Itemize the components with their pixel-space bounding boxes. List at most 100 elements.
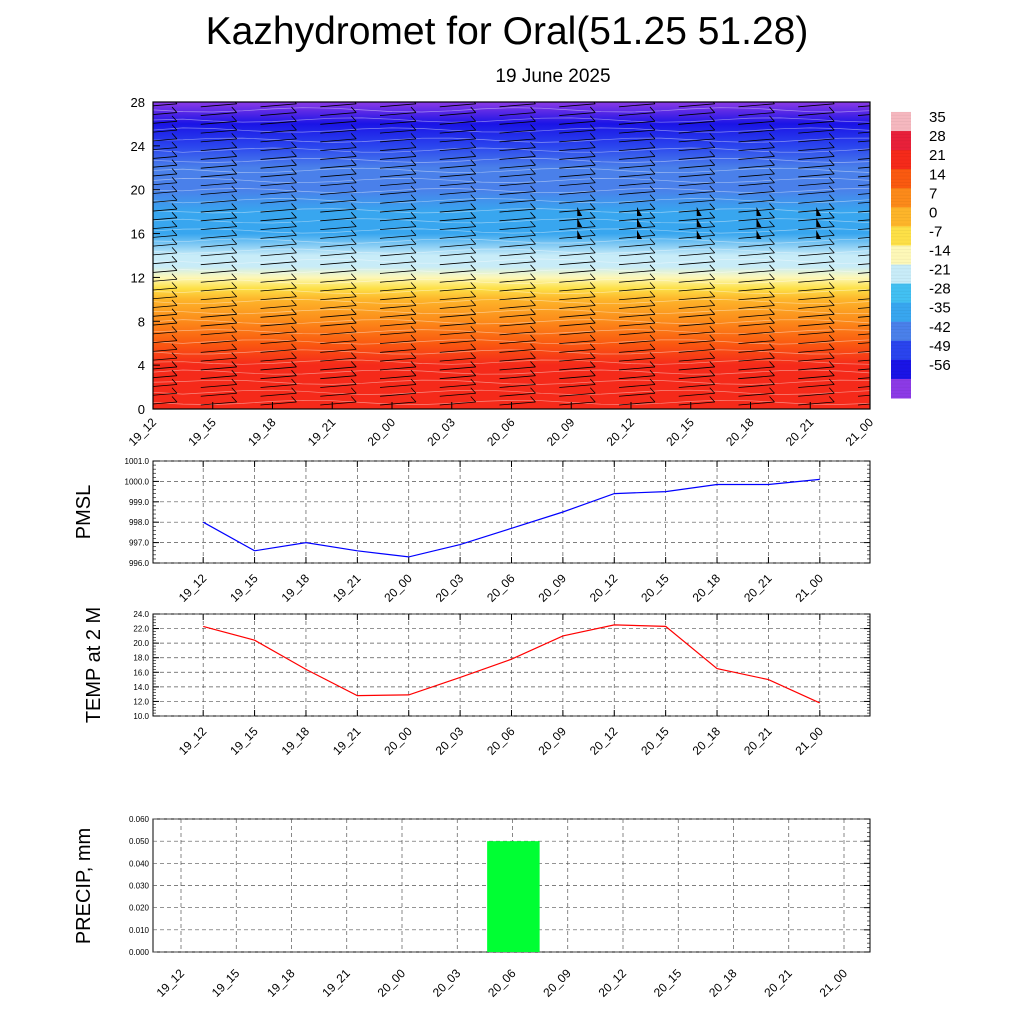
wind-barb — [499, 366, 536, 371]
wind-barb-feather — [530, 159, 536, 166]
wind-barb — [499, 270, 536, 274]
x-tick-label: 20_03 — [433, 724, 467, 758]
wind-barb — [320, 261, 357, 266]
y-tick-label: 8 — [138, 314, 145, 329]
wind-barb-feather — [649, 308, 656, 315]
wind-barb-feather — [589, 159, 596, 166]
wind-barb — [798, 182, 835, 187]
wind-barb-feather — [171, 343, 178, 350]
wind-barb — [153, 296, 178, 300]
wind-barb-feather — [649, 124, 656, 131]
wind-barb-feather — [709, 334, 716, 341]
wind-barb-feather — [470, 115, 477, 122]
wind-barb-feather — [709, 369, 716, 376]
wind-barb — [618, 278, 656, 283]
wind-barb-feather — [828, 352, 835, 359]
wind-barb — [559, 322, 596, 327]
wind-barb — [320, 112, 357, 116]
wind-barb-feather — [350, 334, 357, 341]
wind-barb — [439, 208, 476, 213]
wind-barb-feather — [649, 238, 656, 245]
wind-barb — [153, 191, 178, 194]
wind-barb — [857, 272, 870, 274]
wind-barb — [678, 357, 715, 362]
wind-barb — [618, 156, 656, 160]
wind-barb-feather — [530, 282, 536, 289]
wind-barb-feather — [649, 141, 656, 148]
wind-barb-feather — [589, 203, 596, 210]
wind-barb-feather — [410, 229, 417, 236]
wind-barb-feather — [291, 159, 297, 166]
colorbar-label: 21 — [929, 147, 946, 164]
wind-barb-feather — [410, 247, 417, 254]
wind-barb-feather — [231, 352, 238, 359]
wind-barb — [200, 278, 237, 283]
x-tick-label: 19_18 — [264, 966, 298, 1000]
wind-barb — [379, 392, 417, 397]
wind-barb-feather — [171, 203, 178, 210]
wind-barb-feather — [589, 133, 596, 140]
wind-barb — [798, 366, 835, 371]
wind-barb — [857, 210, 870, 213]
wind-barb — [559, 313, 596, 318]
wind-barb — [439, 147, 476, 152]
wind-barb — [559, 120, 596, 125]
x-tick-label: 20_00 — [365, 415, 399, 449]
wind-barb-feather — [828, 326, 835, 333]
wind-barb-feather — [649, 334, 656, 341]
wind-barb-feather — [171, 168, 178, 175]
wind-barb-feather — [291, 106, 297, 113]
y-tick-label: 997.0 — [129, 539, 150, 548]
wind-barb — [559, 156, 596, 160]
wind-barb — [379, 401, 417, 406]
wind-barb-feather — [291, 282, 297, 289]
wind-barb — [439, 384, 476, 388]
wind-barb — [618, 331, 656, 336]
wind-barb — [200, 147, 237, 152]
x-tick-label: 19_12 — [176, 571, 210, 605]
wind-barb-feather — [709, 387, 716, 394]
wind-barb-feather — [769, 317, 775, 324]
wind-barb — [439, 120, 476, 125]
wind-barb-feather — [769, 212, 775, 219]
y-axis-label: PRECIP, mm — [73, 828, 95, 944]
wind-barb-feather — [291, 115, 297, 122]
wind-barb-feather — [649, 361, 656, 368]
wind-barb-feather — [350, 203, 357, 210]
wind-barb — [439, 199, 476, 204]
wind-barb-feather — [470, 290, 477, 298]
wind-barb-feather — [410, 334, 417, 341]
wind-barb-feather — [291, 290, 297, 298]
wind-barb — [798, 147, 835, 152]
wind-barb-feather — [171, 220, 178, 227]
wind-barb — [499, 348, 536, 353]
wind-barb-feather — [530, 124, 536, 131]
wind-barb-feather — [649, 106, 656, 113]
wind-barb — [499, 384, 536, 388]
wind-barb — [320, 287, 357, 292]
wind-barb-feather — [828, 133, 835, 140]
wind-barb — [320, 226, 357, 230]
wind-barb — [260, 199, 297, 204]
wind-barb — [260, 261, 297, 266]
wind-barb — [439, 357, 476, 362]
wind-barb-feather — [171, 273, 178, 280]
wind-barb-feather — [649, 203, 656, 210]
wind-barb — [439, 129, 476, 134]
wind-barb — [738, 103, 775, 108]
contour-line — [153, 309, 870, 315]
wind-barb — [200, 261, 237, 266]
colorbar-box — [891, 359, 911, 380]
wind-barb-feather — [530, 290, 536, 298]
wind-barb-feather — [231, 326, 238, 333]
wind-barb-feather — [291, 220, 297, 227]
contour-line — [153, 198, 870, 204]
wind-barb-feather — [709, 247, 716, 254]
wind-barb — [798, 278, 835, 283]
wind-barb-feather — [350, 369, 357, 376]
wind-barb — [439, 305, 476, 309]
wind-barb — [857, 298, 870, 301]
wind-barb-feather — [709, 124, 716, 131]
wind-barb — [857, 403, 870, 406]
wind-barb-feather — [231, 115, 238, 122]
